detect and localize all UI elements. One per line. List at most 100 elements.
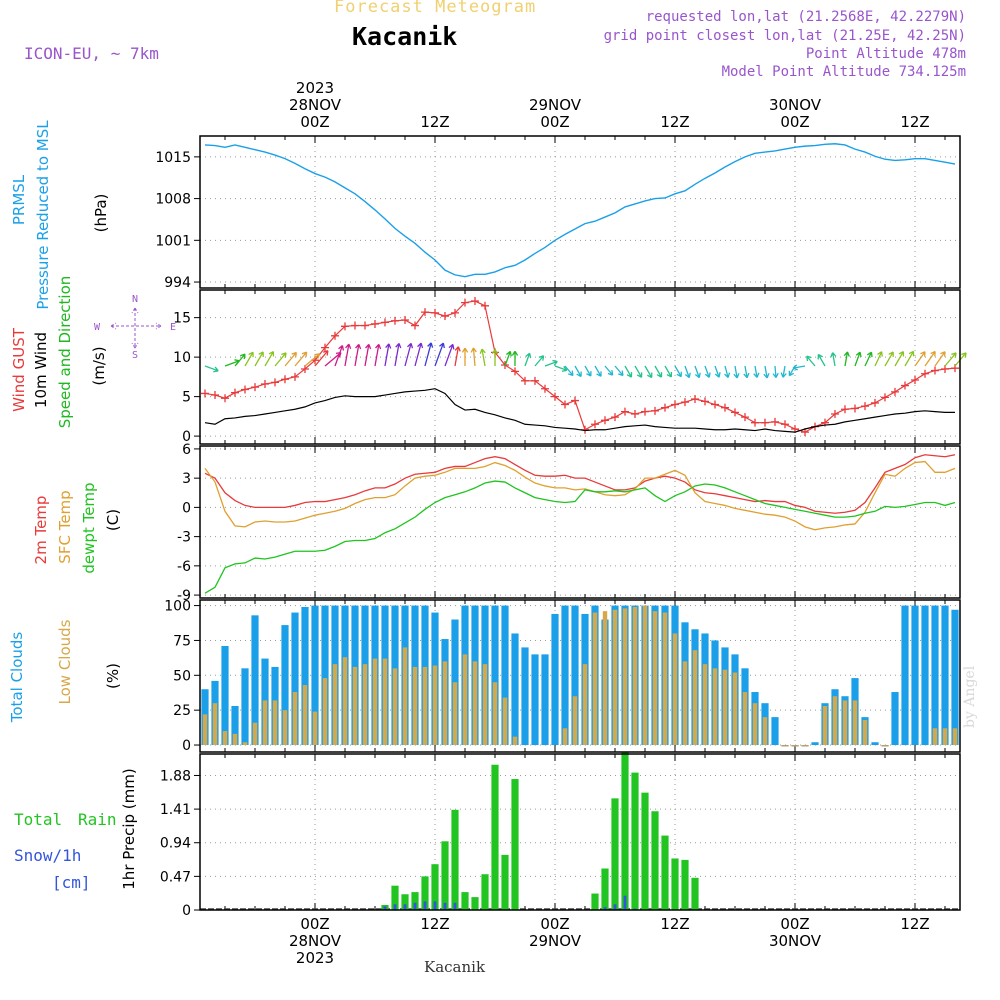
- rain-bar: [481, 874, 489, 910]
- rain-bar: [461, 892, 469, 910]
- low-cloud-bar: [822, 705, 828, 746]
- low-cloud-bar: [562, 728, 568, 746]
- low-cloud-bar: [762, 717, 768, 746]
- rain-bar: [451, 809, 459, 910]
- gust-marker: [361, 321, 369, 330]
- panel-frame: [199, 599, 961, 753]
- rain-bar: [611, 798, 619, 910]
- legend-rain: Rain: [78, 810, 117, 829]
- gust-marker: [541, 384, 549, 393]
- low-cloud-bar: [262, 700, 268, 746]
- watermark: by Angel: [962, 665, 978, 728]
- ylabel-pressure: Pressure Reduced to MSL: [34, 120, 52, 310]
- gust-marker: [701, 397, 709, 406]
- wind-arrow: [604, 365, 614, 376]
- gust-marker: [251, 383, 259, 392]
- rain-bar: [691, 877, 699, 910]
- tick-label-y: 10: [173, 350, 191, 366]
- wind-arrow: [714, 365, 721, 378]
- snow-bar: [423, 901, 427, 910]
- wind-arrow: [511, 350, 519, 366]
- compass-e: E: [170, 322, 176, 333]
- wind-arrow: [806, 355, 816, 367]
- total-cloud-bar: [561, 605, 569, 746]
- low-cloud-bar: [482, 664, 488, 746]
- low-cloud-bar: [472, 661, 478, 746]
- wind-arrow: [524, 352, 532, 367]
- tick-label-y: 15: [173, 311, 191, 327]
- gust-marker: [261, 379, 269, 388]
- low-cloud-bar: [632, 606, 638, 746]
- panel-frame: [199, 445, 961, 599]
- time-label-bottom: 2023: [296, 949, 334, 967]
- gust-marker: [351, 321, 359, 330]
- snow-bar: [413, 902, 417, 910]
- gust-marker: [611, 413, 619, 422]
- gust-marker: [641, 407, 649, 416]
- low-cloud-bar: [202, 714, 208, 746]
- wind-arrow: [694, 365, 701, 379]
- gust-marker: [651, 406, 659, 415]
- low-cloud-bar: [852, 700, 858, 746]
- ylabel-wind: 10m Wind: [32, 332, 50, 408]
- chart-supertitle: Forecast Meteogram: [334, 0, 537, 17]
- tick-label-y: 0: [182, 429, 191, 445]
- wind-arrow: [374, 343, 382, 367]
- ylabel-2m: 2m Temp: [32, 496, 50, 565]
- total-cloud-bar: [491, 605, 499, 746]
- ylabel-c: (C): [104, 509, 122, 531]
- total-cloud-bar: [301, 606, 309, 746]
- low-cloud-bar: [492, 682, 498, 746]
- total-cloud-bar: [251, 615, 259, 746]
- rain-bar: [401, 894, 409, 910]
- gust-marker: [621, 407, 629, 416]
- wind-arrow: [854, 351, 862, 367]
- wind-arrow: [884, 351, 894, 367]
- gust-marker: [391, 316, 399, 325]
- gust-marker: [631, 409, 639, 418]
- gust-marker: [761, 418, 769, 427]
- tick-label-y: 0: [182, 738, 191, 754]
- gust-marker: [341, 322, 349, 331]
- wind-arrow: [654, 365, 663, 378]
- rain-bar: [441, 841, 449, 910]
- low-cloud-bar: [832, 696, 838, 746]
- wind-arrow: [274, 352, 287, 367]
- gust-marker: [661, 403, 669, 412]
- gust-marker: [281, 375, 289, 384]
- rain-bar: [631, 772, 639, 910]
- total-cloud-bar: [231, 705, 239, 746]
- temp2m-line: [204, 454, 956, 514]
- gust-marker: [681, 398, 689, 407]
- gust-marker: [231, 388, 239, 397]
- time-label-bottom: 29NOV: [529, 932, 582, 950]
- panel-0: 994 1001 1008 1015: [155, 136, 960, 291]
- low-cloud-bar: [252, 722, 258, 746]
- gust-marker: [531, 376, 539, 385]
- wind-arrow: [294, 351, 308, 367]
- wind-arrow: [461, 347, 469, 366]
- low-cloud-bar: [372, 658, 378, 746]
- total-cloud-bar: [511, 633, 519, 746]
- snow-bar: [453, 902, 457, 910]
- requested-coordinates: requested lon,lat (21.2568E, 42.2279N): [645, 9, 966, 25]
- total-cloud-bar: [931, 605, 939, 746]
- gust-marker: [421, 308, 429, 317]
- rain-bar: [591, 893, 599, 910]
- low-cloud-bar: [712, 668, 718, 746]
- gust-marker: [901, 381, 909, 390]
- gust-marker: [211, 391, 219, 400]
- gust-marker: [781, 420, 789, 429]
- low-cloud-bar: [732, 672, 738, 746]
- ylabel-sfc: SFC Temp: [56, 490, 74, 563]
- wind-arrow: [414, 342, 424, 367]
- snow-bar: [403, 904, 407, 910]
- rain-bar: [681, 859, 689, 910]
- low-cloud-bar: [242, 742, 248, 746]
- snow-bar: [603, 907, 607, 910]
- wind-arrow: [743, 365, 750, 379]
- low-cloud-bar: [682, 661, 688, 746]
- wind-arrow: [924, 350, 936, 367]
- tick-label-y: 0.94: [160, 836, 191, 852]
